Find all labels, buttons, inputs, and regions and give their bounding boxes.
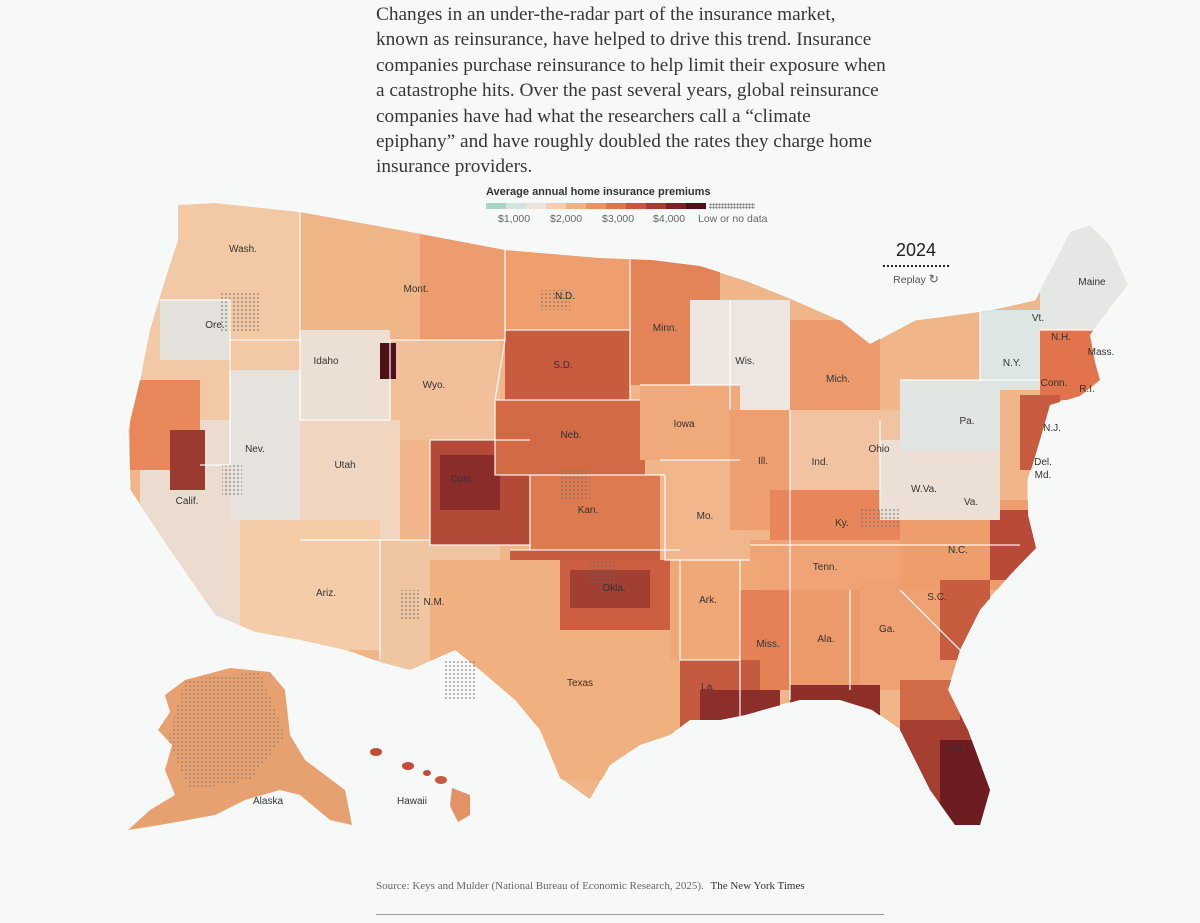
article-paragraph: Changes in an under-the-radar part of th… xyxy=(376,4,886,178)
state-label: S.C. xyxy=(927,592,946,603)
teton-county-high xyxy=(380,343,396,379)
legend-tick-label: $2,000 xyxy=(550,213,583,225)
state-labels: Wash. Ore. Calif. Idaho Nev. Utah Ariz. Mont. Wy… xyxy=(176,244,1115,807)
legend-color-swatch xyxy=(646,203,666,209)
state-label: Okla. xyxy=(602,583,625,594)
state-label: Ill. xyxy=(758,456,768,467)
state-label: Idaho xyxy=(313,356,338,367)
state-label: Vt. xyxy=(1032,313,1044,324)
state-label: Kan. xyxy=(578,505,599,516)
state-label: Ohio xyxy=(868,444,890,455)
legend-tick-label: $3,000 xyxy=(602,213,635,225)
state-label: La. xyxy=(701,682,715,693)
state-label: Maine xyxy=(1078,277,1106,288)
legend-title: Average annual home insurance premiums xyxy=(486,186,711,198)
source-text: Source: Keys and Mulder (National Bureau… xyxy=(376,880,704,892)
legend-color-swatch xyxy=(686,203,706,209)
state-label: Conn. xyxy=(1041,378,1068,389)
replay-button[interactable]: Replay ↻ xyxy=(878,272,954,286)
bottom-rule xyxy=(376,914,884,915)
state-label: Md. xyxy=(1035,470,1052,481)
state-label: Del. xyxy=(1034,457,1052,468)
state-label: Alaska xyxy=(253,796,283,807)
state-label: S.D. xyxy=(553,360,572,371)
legend-color-swatch xyxy=(486,203,506,209)
replay-icon: ↻ xyxy=(928,272,939,286)
year-control: 2024 Replay ↻ xyxy=(878,240,954,286)
state-label: Va. xyxy=(964,497,978,508)
source-note: Source: Keys and Mulder (National Bureau… xyxy=(376,880,805,892)
legend-color-swatch xyxy=(586,203,606,209)
state-label: Tenn. xyxy=(813,562,837,573)
state-label: Ark. xyxy=(699,595,717,606)
state-label: Minn. xyxy=(653,323,677,334)
low-data-areas xyxy=(220,290,900,700)
state-label: Mass. xyxy=(1088,347,1115,358)
state-label: Iowa xyxy=(673,419,695,430)
legend-color-swatch xyxy=(606,203,626,209)
legend-no-data-label: Low or no data xyxy=(698,213,768,225)
legend-tick-label: $1,000 xyxy=(498,213,531,225)
state-label: N.H. xyxy=(1051,332,1071,343)
state-label: Hawaii xyxy=(397,796,427,807)
state-label: N.J. xyxy=(1043,423,1061,434)
state-label: N.D. xyxy=(555,291,575,302)
state-label: Pa. xyxy=(959,416,974,427)
timeline-dots[interactable] xyxy=(883,263,949,267)
legend-tick-label: $4,000 xyxy=(653,213,686,225)
state-label: Neb. xyxy=(560,430,581,441)
legend-color-swatch xyxy=(506,203,526,209)
state-label: Utah xyxy=(334,460,355,471)
state-label: Miss. xyxy=(756,639,779,650)
state-label: Wis. xyxy=(735,356,754,367)
legend-color-swatch xyxy=(546,203,566,209)
credit-text: The New York Times xyxy=(710,880,805,892)
state-label: Wash. xyxy=(229,244,257,255)
legend-color-swatch xyxy=(666,203,686,209)
legend-color-swatch xyxy=(526,203,546,209)
legend-color-swatch xyxy=(566,203,586,209)
legend-color-scale xyxy=(486,203,786,209)
state-borders xyxy=(160,212,1100,720)
state-label: Mont. xyxy=(403,284,428,295)
state-label: Fla. xyxy=(948,744,965,755)
state-label: Colo. xyxy=(450,474,473,485)
state-label: Nev. xyxy=(245,444,265,455)
state-label: Ariz. xyxy=(316,588,336,599)
legend-no-data-swatch xyxy=(709,203,755,209)
state-label: Ky. xyxy=(835,518,849,529)
state-label: Mo. xyxy=(697,511,714,522)
state-label: N.C. xyxy=(948,545,968,556)
state-label: Mich. xyxy=(826,374,850,385)
legend: Average annual home insurance premiums $… xyxy=(486,186,786,227)
state-label: Ind. xyxy=(812,457,829,468)
state-label: Ala. xyxy=(817,634,834,645)
legend-color-swatch xyxy=(626,203,646,209)
state-label: Ga. xyxy=(879,624,895,635)
state-label: Ore. xyxy=(205,320,224,331)
state-label: N.Y. xyxy=(1003,358,1021,369)
state-label: W.Va. xyxy=(911,484,937,495)
year-label: 2024 xyxy=(895,240,937,260)
premium-regions xyxy=(130,203,1128,825)
state-label: Calif. xyxy=(176,496,199,507)
state-label: Texas xyxy=(567,678,593,689)
legend-labels: $1,000 $2,000 $3,000 $4,000 Low or no da… xyxy=(486,213,786,227)
state-label: N.M. xyxy=(423,597,444,608)
replay-label: Replay xyxy=(893,274,926,286)
state-label: R.I. xyxy=(1079,384,1095,395)
hawaii-islands xyxy=(370,748,470,822)
state-label: Wyo. xyxy=(423,380,446,391)
